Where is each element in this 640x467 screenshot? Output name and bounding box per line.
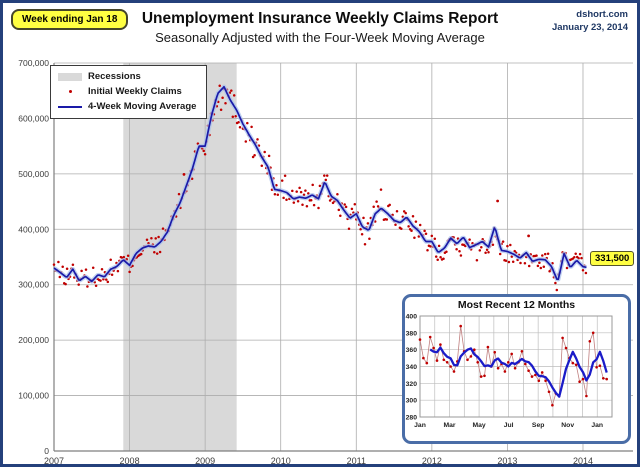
ma-line-icon bbox=[58, 105, 82, 108]
inset-title: Most Recent 12 Months bbox=[457, 299, 576, 311]
chart-title: Unemployment Insurance Weekly Claims Rep… bbox=[141, 10, 499, 27]
recession-band bbox=[123, 63, 237, 451]
y-tick-label: 100,000 bbox=[18, 391, 49, 401]
x-tick-label: 2011 bbox=[347, 456, 366, 466]
inset-y-tick-label: 360 bbox=[406, 347, 418, 354]
inset-y-tick-label: 340 bbox=[406, 364, 418, 371]
outlier-dot bbox=[527, 234, 530, 238]
claims-dot-icon bbox=[68, 90, 72, 93]
y-axis-labels: 0 100,000 200,000 300,000 400,000 500,000 600,… bbox=[18, 58, 49, 456]
inset-y-tick-label: 280 bbox=[406, 415, 418, 422]
y-tick-label: 700,000 bbox=[18, 58, 49, 68]
inset-y-tick-label: 400 bbox=[406, 314, 418, 321]
x-axis-labels: 2007 2008 2009 2010 2011 2012 2013 2014 bbox=[44, 456, 593, 466]
x-tick-label: 2013 bbox=[497, 456, 517, 466]
week-ending-badge: Week ending Jan 18 bbox=[11, 9, 129, 30]
legend-label-recessions: Recessions bbox=[88, 71, 141, 82]
legend-item-recessions: Recessions bbox=[58, 70, 196, 83]
inset-y-labels: 280 300 320 340 360 380 400 bbox=[406, 314, 418, 422]
inset-y-tick-label: 380 bbox=[406, 330, 418, 337]
legend-label-claims: Initial Weekly Claims bbox=[88, 86, 182, 97]
chart-legend: Recessions Initial Weekly Claims 4-Week … bbox=[50, 65, 208, 119]
outlier-dot bbox=[496, 199, 499, 203]
legend-label-ma: 4-Week Moving Average bbox=[88, 101, 197, 112]
inset-x-tick-label: May bbox=[472, 422, 485, 429]
inset-x-tick-label: Sep bbox=[532, 422, 544, 429]
inset-x-tick-label: Nov bbox=[561, 422, 574, 429]
outlier-dot bbox=[182, 173, 186, 176]
inset-x-labels: Jan Mar May Jul Sep Nov Jan bbox=[414, 422, 603, 429]
inset-claims-dots bbox=[418, 324, 608, 407]
recession-swatch-icon bbox=[58, 72, 82, 81]
x-tick-label: 2014 bbox=[573, 456, 593, 466]
inset-ma-line bbox=[429, 346, 608, 398]
y-tick-label: 500,000 bbox=[18, 169, 49, 179]
ma-line bbox=[53, 85, 587, 283]
legend-item-claims: Initial Weekly Claims bbox=[58, 85, 196, 98]
source-date: January 23, 2014 bbox=[551, 21, 628, 33]
inset-x-tick-label: Jan bbox=[414, 422, 426, 429]
inset-x-tick-label: Jul bbox=[504, 422, 514, 429]
inset-x-tick-label: Mar bbox=[443, 422, 455, 429]
inset-plot-border bbox=[419, 315, 613, 418]
x-tick-label: 2012 bbox=[422, 456, 442, 466]
x-tick-label: 2007 bbox=[44, 456, 64, 466]
inset-chart: Most Recent 12 Months 280 300 320 340 360 380… bbox=[402, 294, 631, 444]
inset-y-tick-label: 320 bbox=[406, 381, 418, 388]
inset-x-tick-label: Jan bbox=[591, 422, 603, 429]
source-site: dshort.com bbox=[576, 9, 628, 20]
x-tick-label: 2008 bbox=[120, 456, 140, 466]
inset-y-tick-label: 300 bbox=[406, 398, 418, 405]
x-tick-label: 2009 bbox=[195, 456, 215, 466]
y-tick-label: 0 bbox=[44, 446, 49, 456]
source-attribution: dshort.com January 23, 2014 bbox=[552, 9, 628, 35]
y-tick-label: 300,000 bbox=[18, 280, 49, 290]
x-tick-label: 2010 bbox=[271, 456, 291, 466]
y-tick-label: 400,000 bbox=[18, 224, 49, 234]
legend-item-ma: 4-Week Moving Average bbox=[58, 100, 196, 113]
y-tick-label: 600,000 bbox=[18, 113, 49, 123]
latest-value-callout: 331,500 bbox=[590, 251, 635, 266]
y-tick-label: 200,000 bbox=[18, 335, 49, 345]
chart-subtitle: Seasonally Adjusted with the Four-Week M… bbox=[155, 30, 485, 45]
